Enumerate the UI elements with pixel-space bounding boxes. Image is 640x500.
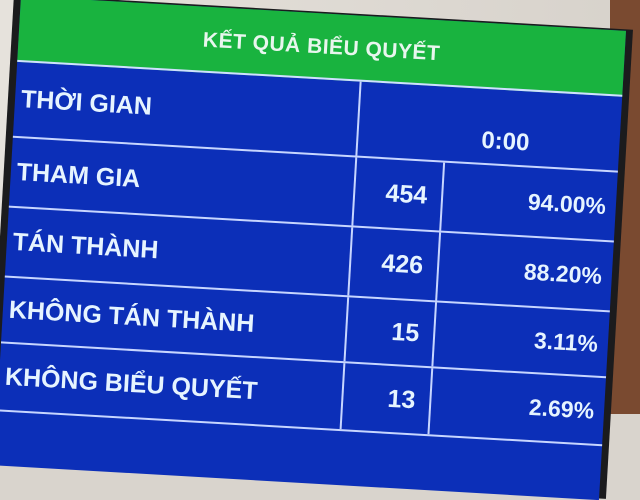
row-percent: 94.00% [527, 188, 607, 219]
row-percent: 2.69% [528, 393, 595, 424]
time-value: 0:00 [480, 126, 531, 157]
row-count: 15 [345, 297, 438, 367]
row-percent: 3.11% [533, 326, 599, 357]
row-percent: 88.20% [523, 257, 603, 289]
row-count: 13 [341, 363, 434, 435]
voting-result-screen: KẾT QUẢ BIỂU QUYẾT THỜI GIAN 0:00 THAM G… [0, 0, 626, 500]
row-count: 426 [349, 227, 442, 301]
row-count: 454 [353, 157, 446, 231]
